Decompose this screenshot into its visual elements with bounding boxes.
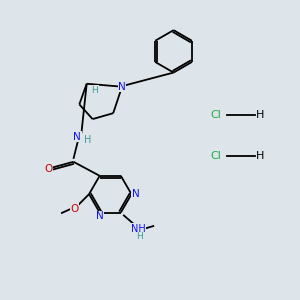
Text: N: N (74, 132, 81, 142)
Text: N: N (132, 189, 140, 199)
Text: H: H (92, 86, 98, 95)
Text: O: O (70, 204, 79, 214)
Text: H: H (256, 110, 265, 120)
Text: O: O (44, 164, 52, 174)
Text: H: H (85, 135, 92, 145)
Text: N: N (96, 211, 104, 221)
Text: Cl: Cl (210, 151, 221, 161)
Text: H: H (256, 151, 265, 161)
Text: H: H (136, 232, 142, 242)
Text: N: N (118, 82, 126, 92)
Text: NH: NH (131, 224, 146, 234)
Text: Cl: Cl (210, 110, 221, 120)
